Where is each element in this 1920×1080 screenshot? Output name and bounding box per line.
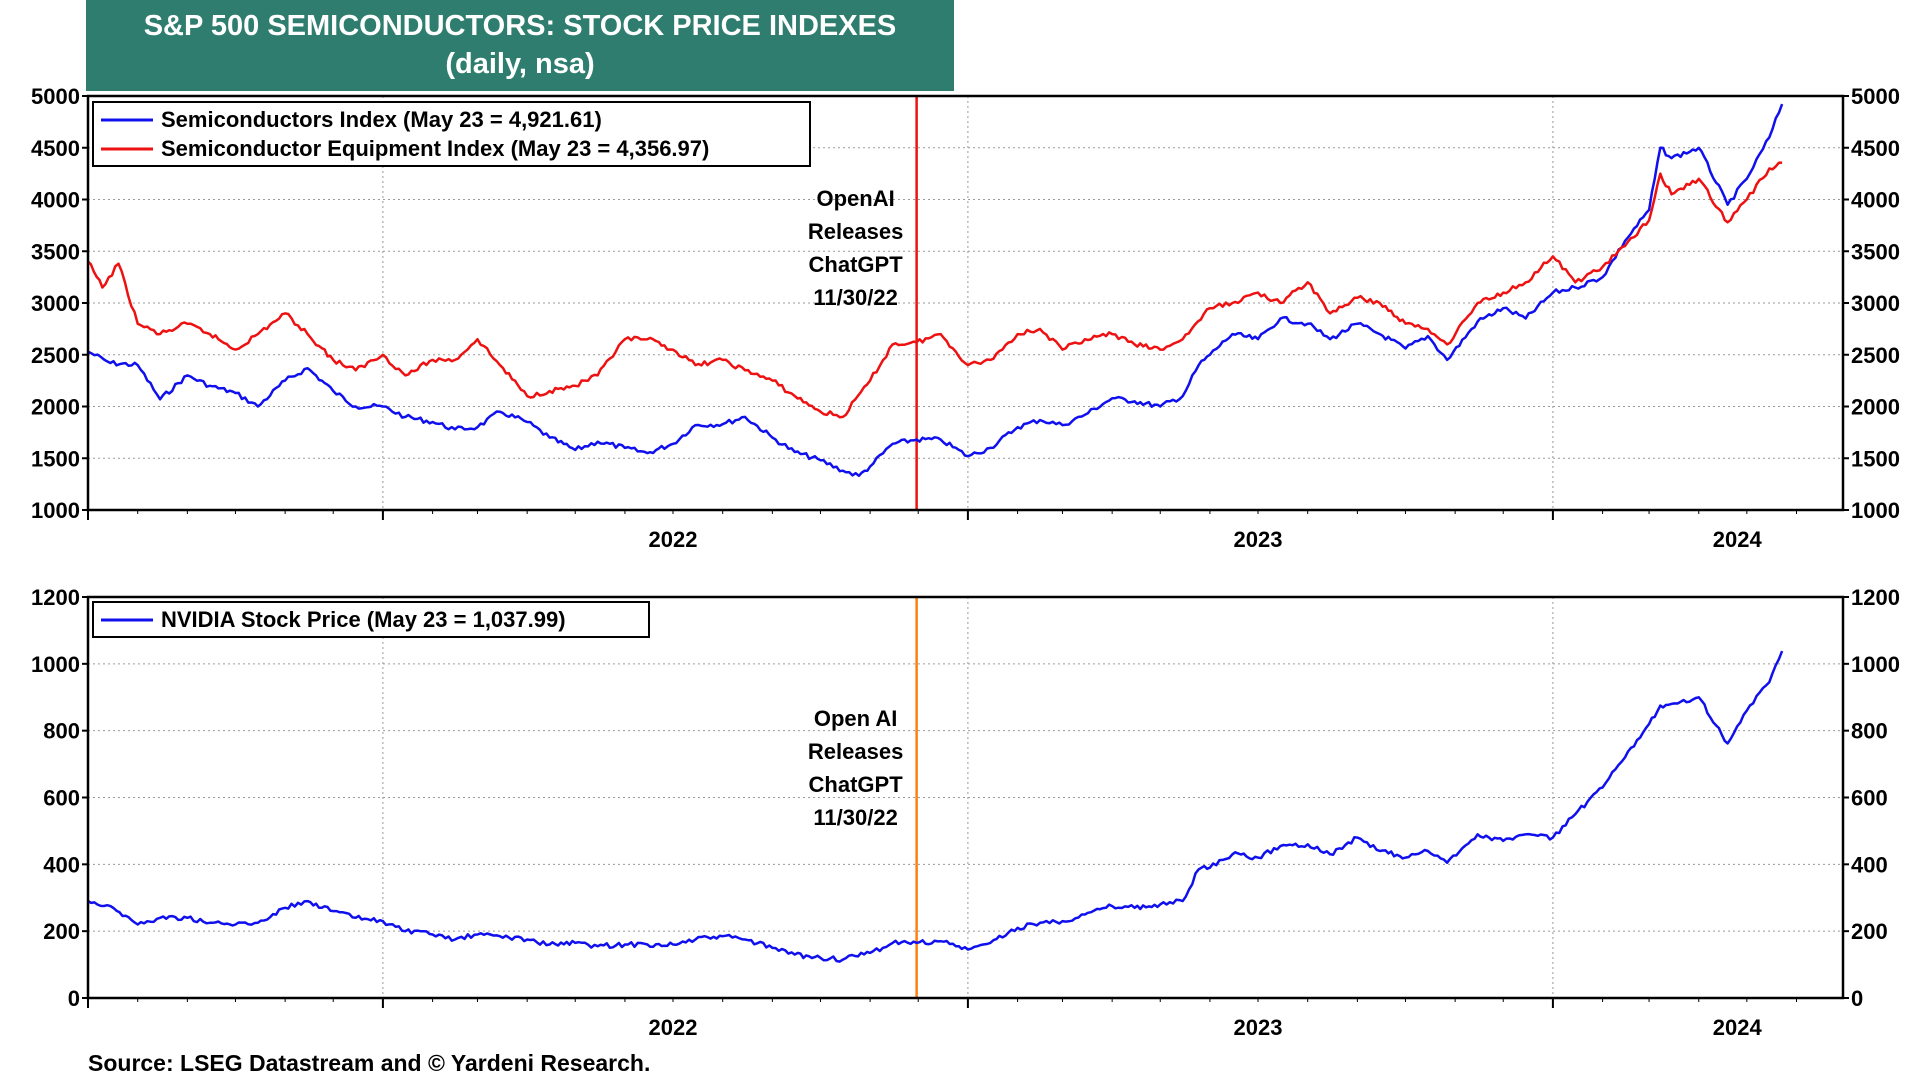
y-tick-label-left: 4000 — [31, 188, 80, 213]
y-tick-label-right: 2500 — [1851, 343, 1900, 368]
y-tick-label-right: 0 — [1851, 986, 1863, 1011]
x-tick-label: 2024 — [1713, 1015, 1763, 1040]
legend-label: NVIDIA Stock Price (May 23 = 1,037.99) — [161, 607, 566, 632]
x-tick-label: 2022 — [649, 1015, 698, 1040]
legend-label: Semiconductor Equipment Index (May 23 = … — [161, 136, 709, 161]
annotation-label: Releases — [808, 219, 903, 244]
legend-box — [92, 101, 811, 167]
annotation-label: ChatGPT — [809, 772, 904, 797]
annotation-label: Releases — [808, 739, 903, 764]
y-tick-label-right: 4500 — [1851, 136, 1900, 161]
y-tick-label-left: 1200 — [31, 585, 80, 610]
y-tick-label-right: 4000 — [1851, 188, 1900, 213]
y-tick-label-left: 2000 — [31, 395, 80, 420]
plot-frame — [86, 94, 1845, 512]
y-tick-label-left: 2500 — [31, 343, 80, 368]
y-tick-label-right: 3500 — [1851, 239, 1900, 264]
annotation-label: ChatGPT — [809, 252, 904, 277]
y-tick-label-right: 800 — [1851, 719, 1888, 744]
legend-label: Semiconductors Index (May 23 = 4,921.61) — [161, 107, 602, 132]
plot-frame — [86, 595, 1845, 1000]
y-tick-label-right: 400 — [1851, 852, 1888, 877]
chart-subtitle: (daily, nsa) — [445, 48, 595, 80]
x-tick-label: 2022 — [649, 527, 698, 552]
y-tick-label-right: 5000 — [1851, 84, 1900, 109]
x-tick-label: 2024 — [1713, 527, 1763, 552]
y-tick-label-right: 600 — [1851, 786, 1888, 811]
series-line-secondary — [87, 161, 1783, 419]
y-tick-label-right: 200 — [1851, 919, 1888, 944]
chart-title: S&P 500 SEMICONDUCTORS: STOCK PRICE INDE… — [143, 10, 897, 42]
source-note: Source: LSEG Datastream and © Yardeni Re… — [88, 1050, 651, 1076]
y-tick-label-left: 800 — [43, 719, 80, 744]
y-tick-label-left: 5000 — [31, 84, 80, 109]
y-tick-label-right: 2000 — [1851, 395, 1900, 420]
y-tick-label-left: 1000 — [31, 652, 80, 677]
x-tick-label: 2023 — [1234, 527, 1283, 552]
x-tick-label: 2023 — [1234, 1015, 1283, 1040]
y-tick-label-left: 1500 — [31, 446, 80, 471]
y-tick-label-right: 3000 — [1851, 291, 1900, 316]
y-tick-label-right: 1000 — [1851, 498, 1900, 523]
annotation-label: 11/30/22 — [813, 285, 897, 310]
legend-box — [92, 601, 650, 638]
y-tick-label-right: 1200 — [1851, 585, 1900, 610]
y-tick-label-left: 400 — [43, 852, 80, 877]
y-tick-label-left: 1000 — [31, 498, 80, 523]
annotation-label: Open AI — [814, 706, 898, 731]
y-tick-label-left: 3000 — [31, 291, 80, 316]
y-tick-label-left: 3500 — [31, 239, 80, 264]
series-line-primary — [87, 650, 1784, 963]
y-tick-label-left: 4500 — [31, 136, 80, 161]
annotation-label: OpenAI — [816, 186, 894, 211]
y-tick-label-right: 1500 — [1851, 446, 1900, 471]
y-tick-label-left: 200 — [43, 919, 80, 944]
y-tick-label-left: 0 — [68, 986, 80, 1011]
y-tick-label-left: 600 — [43, 786, 80, 811]
series-line-primary — [87, 103, 1784, 478]
chart-title-banner: S&P 500 SEMICONDUCTORS: STOCK PRICE INDE… — [86, 0, 954, 91]
annotation-label: 11/30/22 — [813, 805, 897, 830]
y-tick-label-right: 1000 — [1851, 652, 1900, 677]
